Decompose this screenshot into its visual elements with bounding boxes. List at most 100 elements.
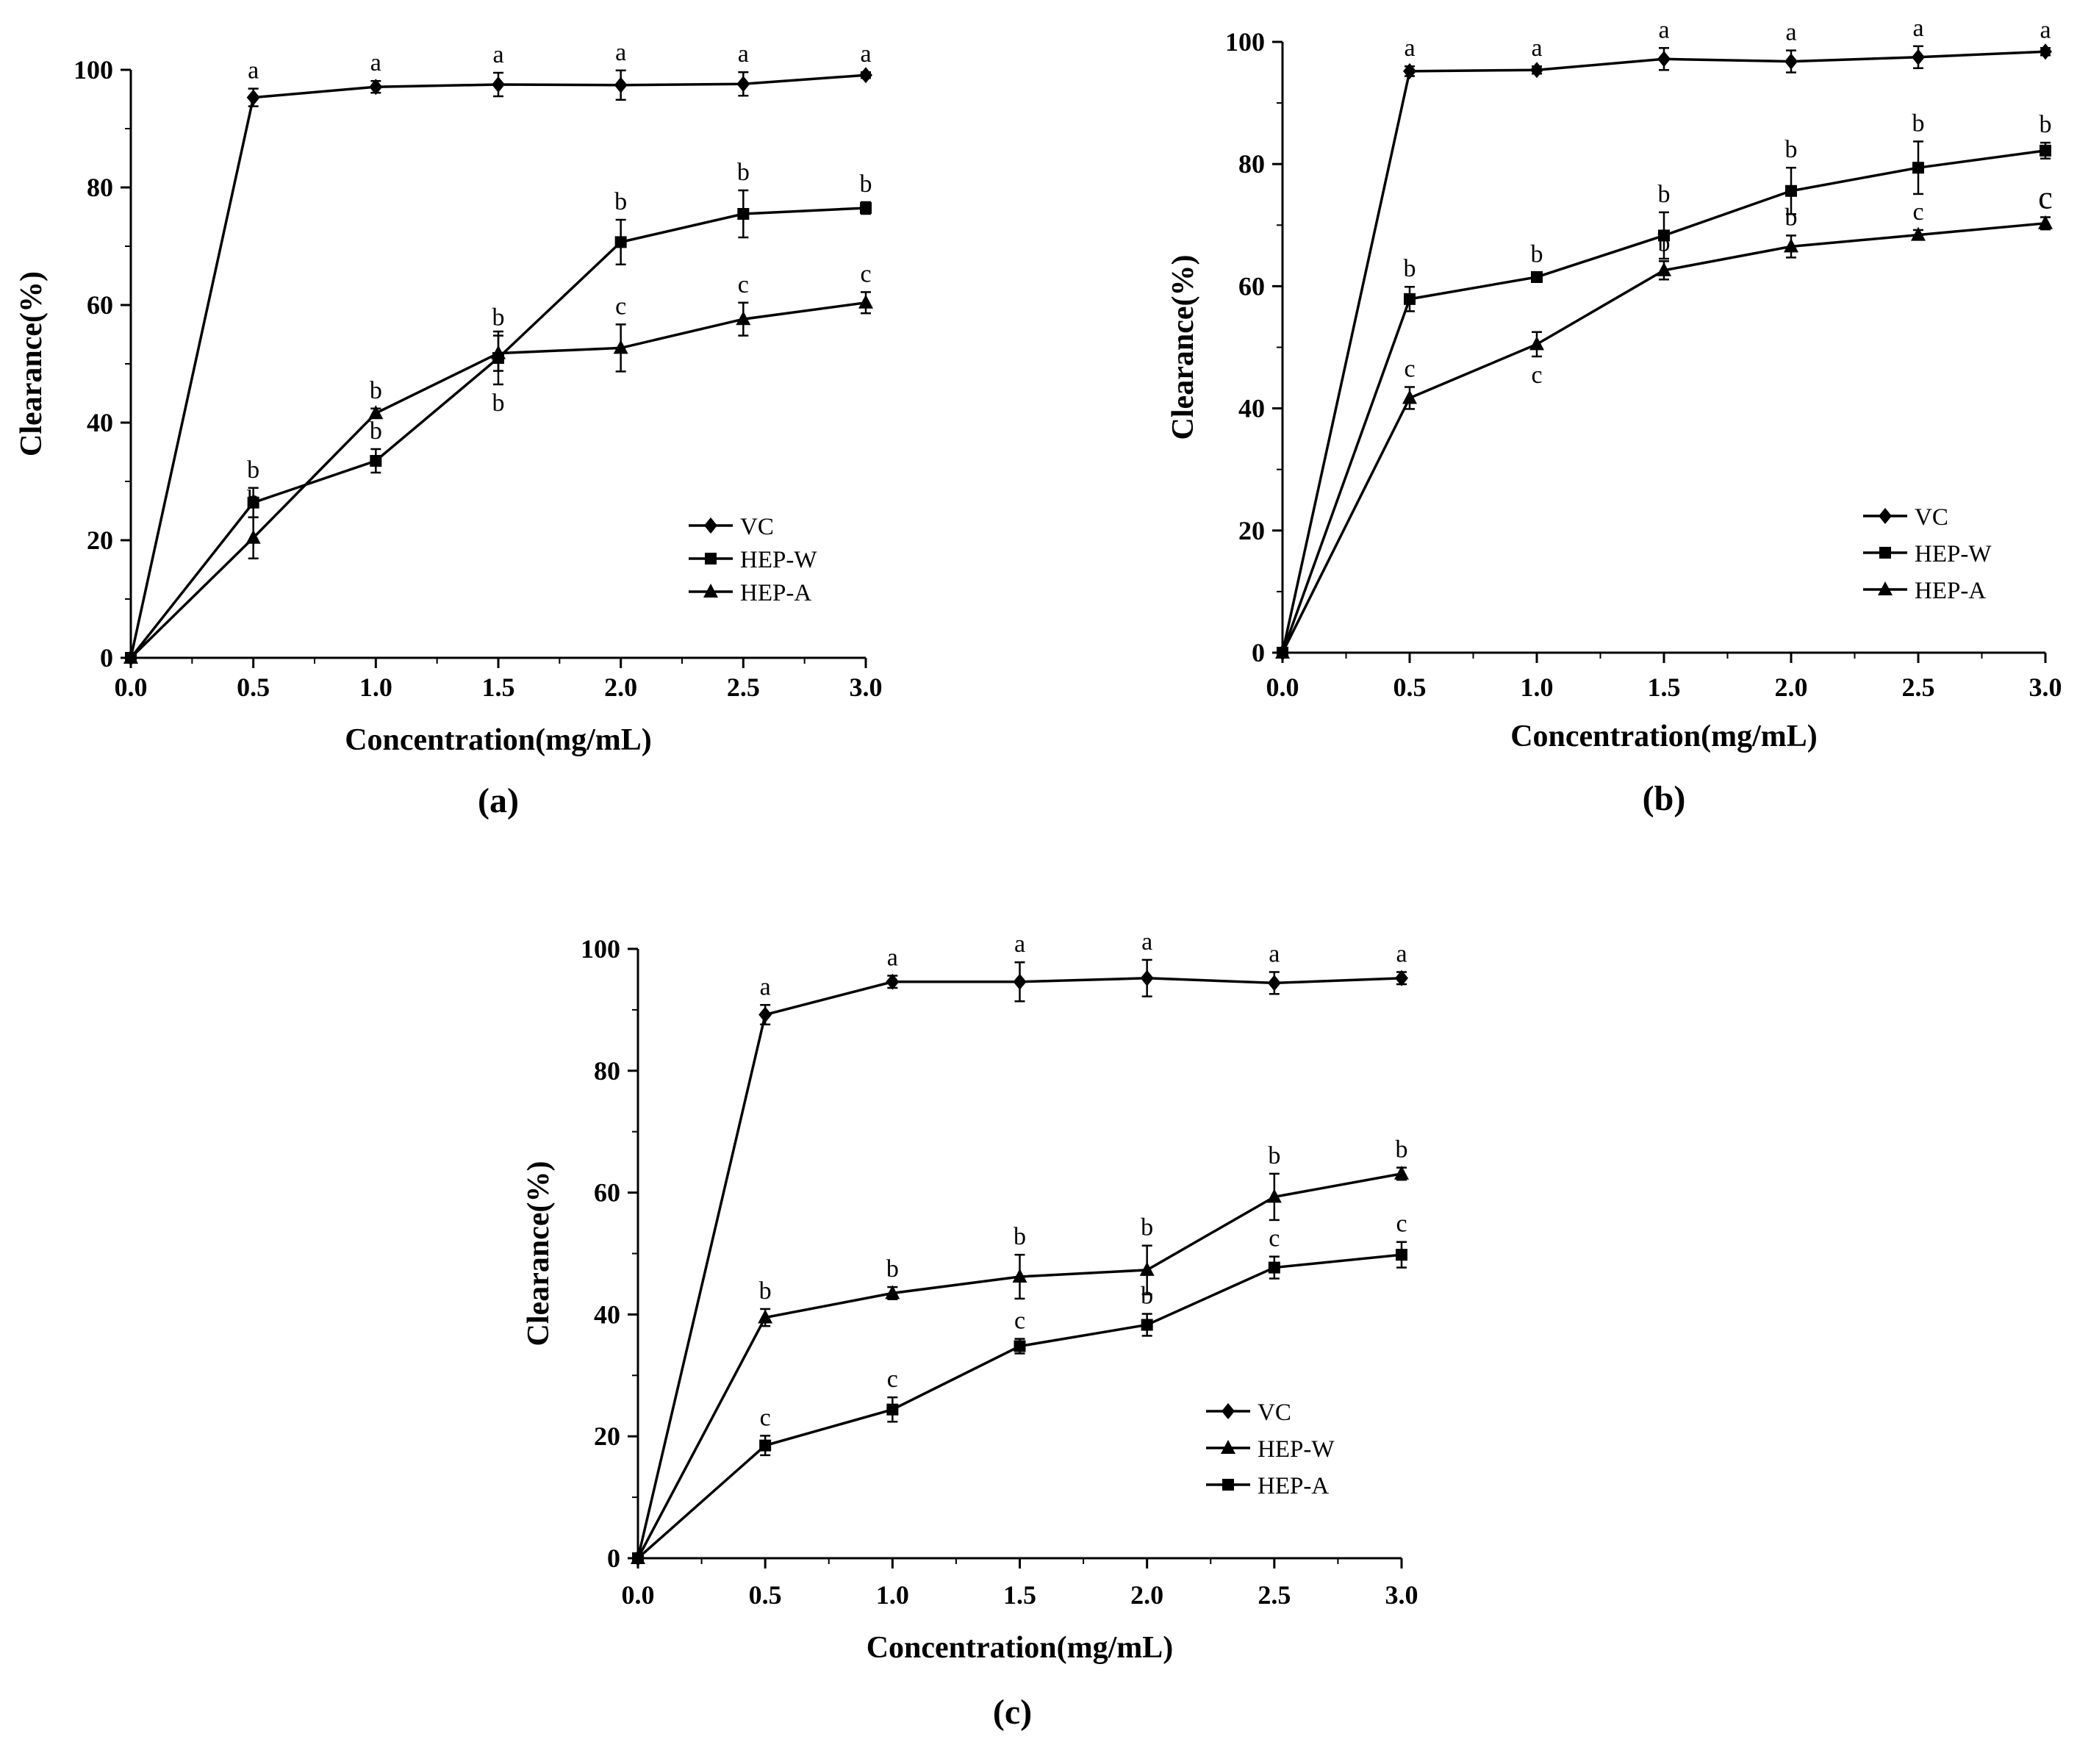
series-hep-a: c cbb c c [1275, 179, 2053, 659]
significance-label: a [738, 40, 749, 68]
data-point [1395, 969, 1408, 986]
legend-label: VC [1258, 1399, 1291, 1426]
y-tick-label: 100 [73, 55, 113, 85]
x-axis-title: Concentration(mg/mL) [345, 723, 652, 757]
y-axis-title: Clearance(%) [1166, 255, 1200, 440]
chart-panel-b: 0.0 0.5 1.0 1.5 2.0 2.5 3.0 0 20 40 60 80 100 Concent… [1166, 15, 2062, 818]
x-tick-label: 2.5 [1258, 1580, 1291, 1610]
panel-label: (c) [993, 1693, 1032, 1732]
significance-label: a [492, 41, 503, 68]
x-tick-label: 1.5 [1648, 673, 1681, 702]
y-tick-label: 60 [87, 290, 113, 320]
legend-marker [1879, 547, 1891, 559]
significance-label: a [1531, 35, 1542, 62]
significance-label: a [615, 39, 626, 66]
y-tick-label: 80 [1238, 149, 1265, 179]
data-point [1267, 975, 1281, 992]
x-axis-title: Concentration(mg/mL) [867, 1631, 1174, 1665]
legend-label: HEP-A [1258, 1473, 1329, 1499]
data-point [491, 345, 506, 359]
legend-label: HEP-W [1915, 541, 1992, 567]
significance-label: b [492, 304, 505, 331]
y-axis-title: Clearance(%) [522, 1161, 556, 1347]
significance-label: b [886, 1255, 899, 1283]
data-point [1785, 184, 1797, 197]
data-point [632, 1552, 644, 1564]
significance-label: a [2040, 16, 2051, 43]
significance-label: c [1269, 1225, 1280, 1252]
significance-label: a [1014, 931, 1025, 958]
data-point [613, 340, 628, 354]
data-point [368, 405, 384, 420]
x-tick-label: 1.0 [876, 1580, 909, 1610]
series-vc: a a a a a a [631, 928, 1408, 1566]
significance-label: a [1141, 928, 1152, 956]
legend-marker [1222, 1479, 1234, 1491]
y-tick-label: 0 [607, 1544, 620, 1573]
legend-label: HEP-A [1915, 578, 1986, 604]
significance-label: c [1396, 1211, 1407, 1238]
significance-label: a [1404, 35, 1415, 62]
data-point [736, 311, 751, 326]
significance-label: b [370, 417, 382, 445]
legend-label: HEP-W [740, 547, 817, 573]
legend-entry: VC [689, 514, 774, 540]
data-point [247, 496, 259, 509]
significance-label: b [1404, 255, 1416, 282]
legend-marker [1878, 581, 1893, 595]
data-point [369, 79, 383, 96]
y-tick-label: 20 [87, 526, 113, 555]
legend-marker [704, 517, 717, 534]
significance-label: a [370, 49, 381, 76]
data-point [1784, 53, 1798, 70]
x-tick-label: 2.0 [1775, 673, 1808, 702]
data-point [1141, 1319, 1153, 1331]
significance-label: c [1912, 198, 1923, 226]
y-tick-label: 80 [594, 1056, 620, 1086]
data-point [1912, 162, 1924, 174]
x-tick-label: 2.5 [727, 673, 760, 702]
data-point [614, 76, 628, 93]
data-point [1014, 1340, 1026, 1352]
data-point [1657, 51, 1671, 68]
data-point [758, 1006, 772, 1023]
x-tick-label: 1.0 [1521, 673, 1554, 702]
data-point [1404, 293, 1416, 305]
significance-label: c [738, 271, 749, 298]
data-point [858, 294, 873, 309]
series-hep-a: bbb cc c [123, 260, 873, 664]
legend-entry: VC [1206, 1399, 1291, 1426]
y-tick-label: 100 [1225, 27, 1265, 57]
significance-label: c [860, 260, 871, 287]
data-point [2038, 215, 2053, 229]
legend-entry: HEP-W [1206, 1436, 1335, 1463]
data-point [246, 89, 260, 106]
legend-marker [1221, 1440, 1235, 1454]
data-point [1275, 645, 1290, 659]
y-axis-title: Clearance(%) [15, 271, 49, 456]
series-hep-a: c c c b c c [632, 1211, 1407, 1564]
data-point [886, 973, 900, 990]
data-point [1140, 969, 1154, 986]
data-point [492, 76, 505, 93]
significance-label: a [1912, 15, 1923, 42]
x-tick-label: 1.5 [1003, 1580, 1036, 1610]
x-tick-label: 3.0 [1385, 1580, 1418, 1610]
data-point [1658, 229, 1670, 242]
data-point [885, 1285, 900, 1299]
legend-marker [705, 553, 717, 564]
y-tick-label: 40 [594, 1299, 620, 1329]
data-point [2040, 144, 2051, 157]
legend-label: VC [1915, 504, 1948, 531]
data-point [758, 1309, 773, 1324]
significance-label: a [1785, 19, 1796, 46]
significance-label: c [1404, 356, 1415, 383]
data-point [245, 529, 261, 544]
significance-label: b [1658, 181, 1671, 208]
y-tick-label: 0 [1252, 638, 1265, 667]
legend-entry: HEP-W [689, 547, 817, 573]
significance-label: b [1785, 204, 1798, 231]
